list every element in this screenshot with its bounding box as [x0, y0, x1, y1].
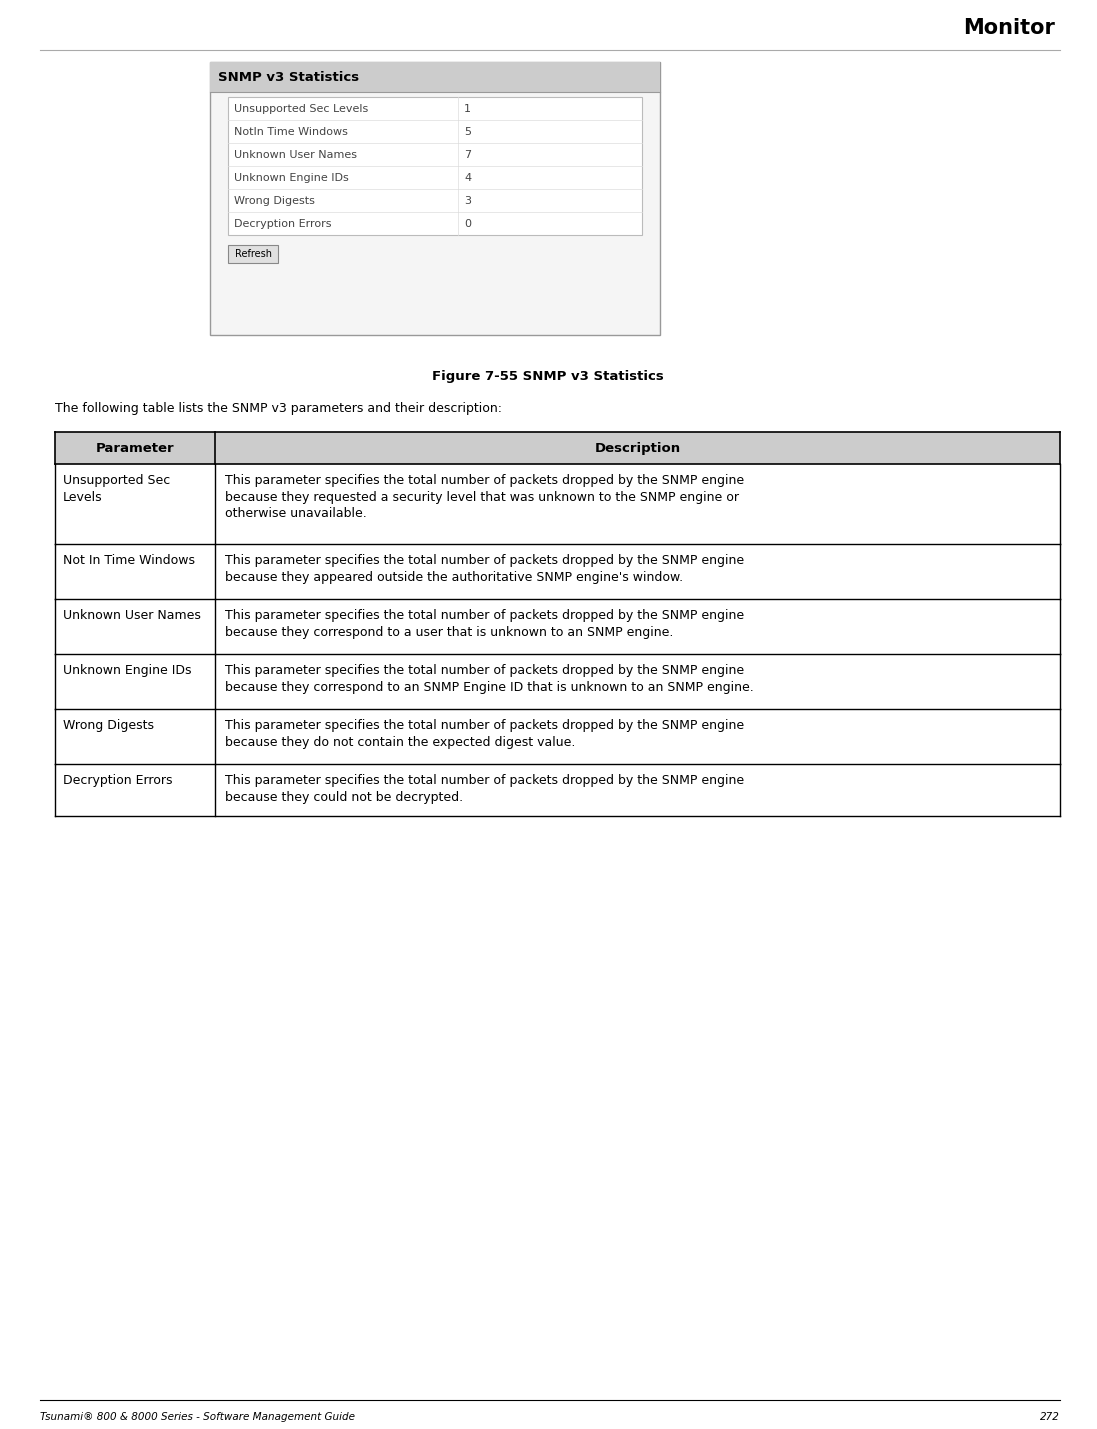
Text: Unsupported Sec
Levels: Unsupported Sec Levels [63, 474, 170, 503]
Text: Decryption Errors: Decryption Errors [234, 219, 331, 229]
Bar [210, 61, 660, 334]
Bar [228, 97, 642, 234]
Text: This parameter specifies the total number of packets dropped by the SNMP engine
: This parameter specifies the total numbe… [225, 474, 744, 520]
Text: 0: 0 [464, 219, 471, 229]
Text: Not In Time Windows: Not In Time Windows [63, 554, 195, 567]
Text: 3: 3 [464, 196, 471, 206]
Text: Description: Description [595, 442, 680, 454]
Text: Refresh: Refresh [235, 249, 271, 259]
Text: Tsunami® 800 & 8000 Series - Software Management Guide: Tsunami® 800 & 8000 Series - Software Ma… [39, 1412, 355, 1422]
Text: Unknown Engine IDs: Unknown Engine IDs [234, 173, 349, 183]
Text: 7: 7 [464, 150, 471, 160]
Text: Unknown User Names: Unknown User Names [234, 150, 357, 160]
Text: 4: 4 [464, 173, 471, 183]
Text: Unsupported Sec Levels: Unsupported Sec Levels [234, 103, 369, 113]
Text: This parameter specifies the total number of packets dropped by the SNMP engine
: This parameter specifies the total numbe… [225, 554, 744, 583]
Bar [55, 599, 1060, 654]
Text: Figure 7-55 SNMP v3 Statistics: Figure 7-55 SNMP v3 Statistics [432, 370, 664, 383]
Bar [55, 432, 1060, 464]
Text: This parameter specifies the total number of packets dropped by the SNMP engine
: This parameter specifies the total numbe… [225, 609, 744, 639]
Text: This parameter specifies the total number of packets dropped by the SNMP engine
: This parameter specifies the total numbe… [225, 664, 754, 693]
Text: Unknown User Names: Unknown User Names [63, 609, 201, 622]
Bar [55, 654, 1060, 709]
Bar [55, 544, 1060, 599]
Bar [55, 709, 1060, 765]
Text: Wrong Digests: Wrong Digests [63, 719, 154, 732]
Text: NotIn Time Windows: NotIn Time Windows [234, 127, 348, 137]
Bar [228, 244, 278, 263]
Text: Monitor: Monitor [963, 19, 1055, 39]
Text: This parameter specifies the total number of packets dropped by the SNMP engine
: This parameter specifies the total numbe… [225, 775, 744, 803]
Text: This parameter specifies the total number of packets dropped by the SNMP engine
: This parameter specifies the total numbe… [225, 719, 744, 749]
Text: 5: 5 [464, 127, 471, 137]
Text: Decryption Errors: Decryption Errors [63, 775, 172, 787]
Bar [55, 765, 1060, 816]
Text: Wrong Digests: Wrong Digests [234, 196, 315, 206]
Bar [55, 464, 1060, 544]
Text: Unknown Engine IDs: Unknown Engine IDs [63, 664, 192, 677]
Text: Parameter: Parameter [95, 442, 174, 454]
Bar [210, 61, 660, 91]
Text: 272: 272 [1040, 1412, 1060, 1422]
Text: The following table lists the SNMP v3 parameters and their description:: The following table lists the SNMP v3 pa… [55, 402, 502, 414]
Text: 1: 1 [464, 103, 471, 113]
Text: SNMP v3 Statistics: SNMP v3 Statistics [218, 70, 359, 83]
